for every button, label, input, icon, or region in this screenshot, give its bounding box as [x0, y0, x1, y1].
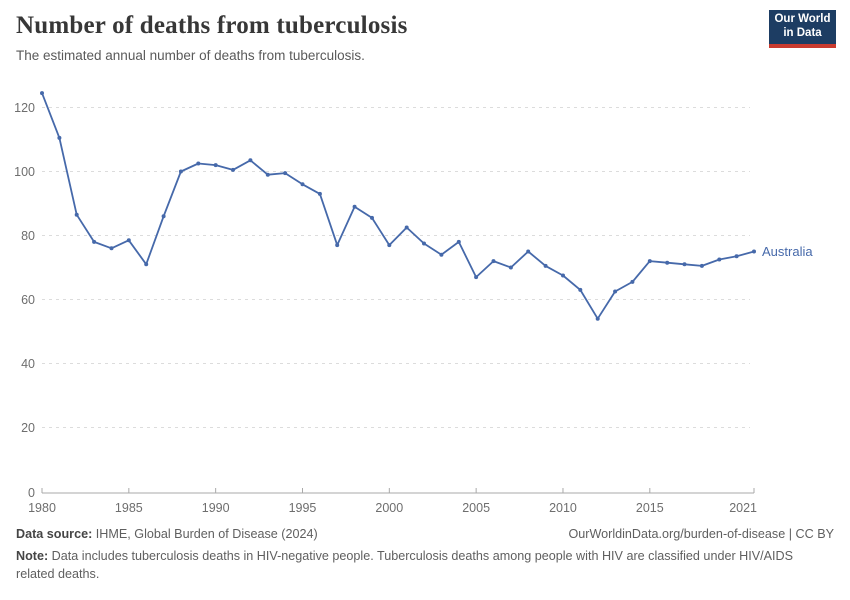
data-point[interactable] [265, 172, 270, 177]
x-tick-label: 1985 [115, 501, 143, 515]
line-chart: 0 20 40 60 80 100 120 1980 1985 1990 1995 2000 2005 2… [14, 91, 813, 515]
data-point[interactable] [491, 259, 496, 264]
data-point[interactable] [57, 135, 62, 140]
data-point[interactable] [422, 241, 426, 246]
data-point[interactable] [74, 212, 79, 217]
chart-note: Note: Data includes tuberculosis deaths … [16, 548, 834, 583]
chart-footer: Data source: IHME, Global Burden of Dise… [16, 527, 834, 583]
data-point[interactable] [665, 260, 670, 265]
data-point[interactable] [752, 249, 756, 254]
data-point[interactable] [456, 239, 461, 244]
x-tick-label: 2021 [729, 501, 757, 515]
data-point[interactable] [647, 259, 652, 264]
license-link[interactable]: OurWorldinData.org/burden-of-disease | C… [568, 527, 834, 541]
owid-logo-line2: in Data [783, 27, 822, 39]
data-point[interactable] [352, 204, 357, 209]
y-tick-label: 60 [21, 293, 35, 307]
x-tick-label: 2015 [636, 501, 664, 515]
y-tick-label: 120 [14, 101, 35, 115]
data-point[interactable] [370, 215, 374, 220]
data-point[interactable] [92, 239, 97, 244]
chart-header: Number of deaths from tuberculosis The e… [16, 12, 740, 63]
data-point[interactable] [126, 238, 131, 243]
series-label[interactable]: Australia [762, 244, 813, 259]
data-point[interactable] [561, 273, 565, 278]
data-point[interactable] [613, 289, 618, 294]
data-point[interactable] [231, 167, 235, 172]
owid-logo[interactable]: Our World in Data [769, 10, 836, 48]
data-point[interactable] [335, 243, 340, 248]
page-title: Number of deaths from tuberculosis [16, 12, 408, 39]
data-point[interactable] [439, 252, 444, 257]
data-point[interactable] [387, 243, 392, 248]
data-point[interactable] [595, 316, 600, 321]
data-point[interactable] [248, 158, 253, 163]
data-point[interactable] [508, 265, 513, 270]
note-label: Note: [16, 549, 49, 563]
x-tick-label: 2010 [549, 501, 577, 515]
x-tick-label: 2000 [375, 501, 403, 515]
note-text: Data includes tuberculosis deaths in HIV… [16, 549, 794, 581]
y-tick-label: 0 [28, 486, 35, 500]
data-point[interactable] [178, 169, 183, 174]
chart-subtitle: The estimated annual number of deaths fr… [16, 47, 365, 63]
x-tick-label: 2005 [462, 501, 490, 515]
data-line[interactable] [41, 92, 755, 320]
data-point[interactable] [300, 182, 305, 187]
y-tick-label: 20 [21, 421, 35, 435]
y-tick-label: 80 [21, 229, 35, 243]
data-point[interactable] [682, 262, 687, 267]
data-point[interactable] [543, 263, 548, 268]
data-source: Data source: IHME, Global Burden of Dise… [16, 527, 318, 541]
data-point[interactable] [196, 161, 201, 166]
data-point[interactable] [630, 279, 635, 284]
x-tick-label: 1980 [28, 501, 56, 515]
data-point[interactable] [699, 263, 704, 268]
data-point[interactable] [213, 163, 218, 168]
data-source-text: IHME, Global Burden of Disease (2024) [92, 527, 318, 541]
data-point[interactable] [40, 91, 44, 96]
data-source-label: Data source: [16, 527, 93, 541]
data-point[interactable] [717, 257, 722, 262]
x-tick-label: 1995 [289, 501, 317, 515]
data-point[interactable] [404, 225, 409, 230]
y-tick-label: 40 [21, 357, 35, 371]
data-point[interactable] [734, 254, 739, 259]
owid-logo-line1: Our World [774, 13, 831, 26]
data-point[interactable] [526, 249, 531, 254]
y-tick-label: 100 [14, 165, 35, 179]
data-point[interactable] [317, 191, 322, 196]
data-point[interactable] [283, 171, 288, 176]
x-tick-label: 1990 [202, 501, 230, 515]
data-point[interactable] [161, 214, 166, 219]
data-point[interactable] [109, 246, 114, 251]
data-point[interactable] [144, 262, 149, 267]
data-point[interactable] [474, 275, 479, 280]
data-point[interactable] [578, 287, 583, 292]
